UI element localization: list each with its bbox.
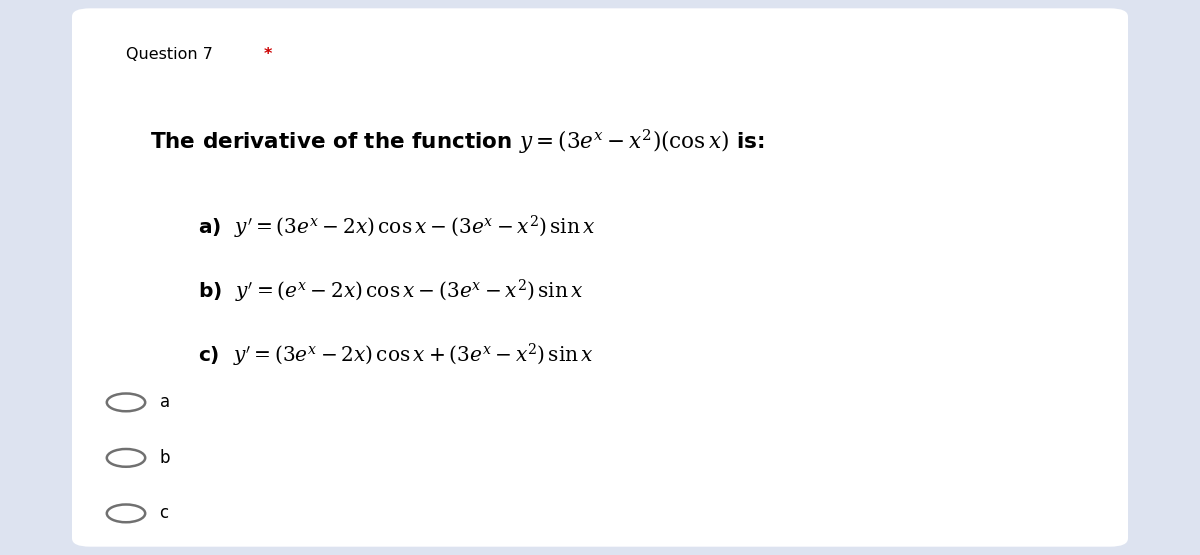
Text: c: c bbox=[160, 504, 169, 522]
FancyBboxPatch shape bbox=[72, 8, 1128, 547]
Text: b: b bbox=[160, 449, 170, 467]
Text: The derivative of the function $y = (3e^x - x^2)(\mathrm{cos}\, x)$ is:: The derivative of the function $y = (3e^… bbox=[150, 128, 764, 157]
Text: a)  $y' = (3e^x - 2x)\,\mathrm{cos}\,x - (3e^x - x^2)\,\mathrm{sin}\,x$: a) $y' = (3e^x - 2x)\,\mathrm{cos}\,x - … bbox=[198, 214, 595, 241]
Text: a: a bbox=[160, 393, 169, 411]
Text: c)  $y' = (3e^x - 2x)\,\mathrm{cos}\,x + (3e^x - x^2)\,\mathrm{sin}\,x$: c) $y' = (3e^x - 2x)\,\mathrm{cos}\,x + … bbox=[198, 341, 594, 369]
Text: *: * bbox=[264, 47, 272, 62]
Text: b)  $y' = (e^x - 2x)\,\mathrm{cos}\,x - (3e^x - x^2)\,\mathrm{sin}\,x$: b) $y' = (e^x - 2x)\,\mathrm{cos}\,x - (… bbox=[198, 278, 583, 305]
Text: Question 7: Question 7 bbox=[126, 47, 212, 62]
